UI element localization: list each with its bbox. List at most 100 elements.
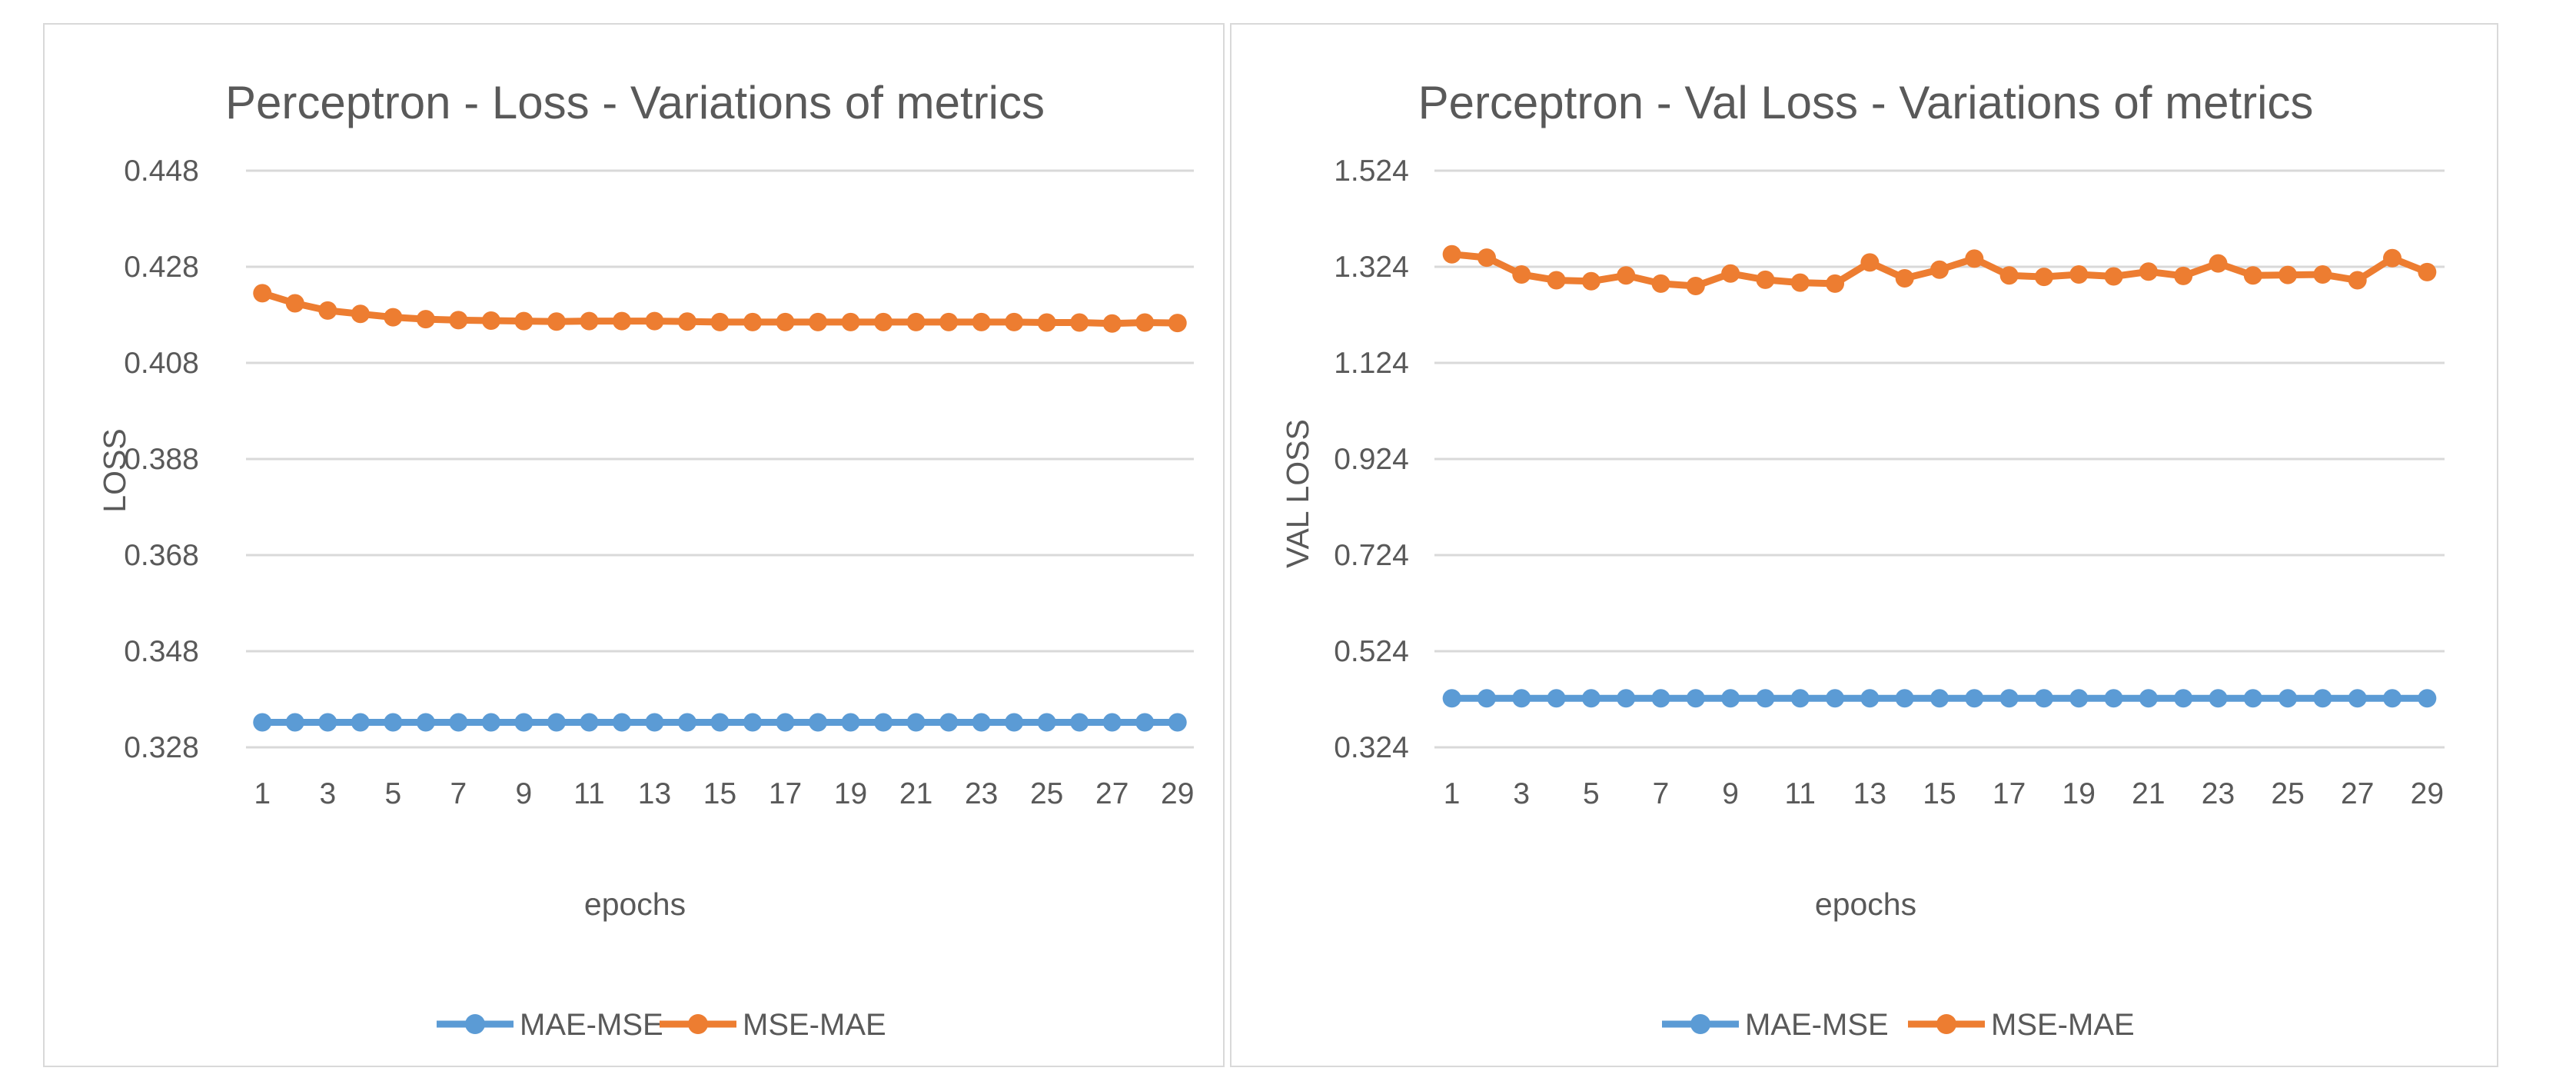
x-tick-label: 27 bbox=[1095, 777, 1128, 810]
x-tick-label: 19 bbox=[2062, 777, 2096, 810]
val-loss-chart: Perceptron - Val Loss - Variations of me… bbox=[1280, 77, 2445, 1042]
data-point-mae-mse bbox=[1168, 713, 1187, 732]
data-point-mae-mse bbox=[2104, 689, 2123, 708]
y-tick-label: 0.924 bbox=[1334, 443, 1409, 476]
data-point-mse-mae bbox=[841, 312, 860, 331]
y-tick-label: 0.448 bbox=[124, 155, 199, 188]
data-point-mse-mae bbox=[1790, 273, 1810, 292]
x-tick-label: 29 bbox=[1161, 777, 1194, 810]
data-point-mse-mae bbox=[514, 311, 533, 331]
y-tick-label: 0.724 bbox=[1334, 539, 1409, 572]
data-point-mae-mse bbox=[318, 713, 337, 732]
data-point-mae-mse bbox=[645, 713, 664, 732]
data-point-mae-mse bbox=[1442, 689, 1461, 708]
x-tick-label: 13 bbox=[1853, 777, 1886, 810]
data-point-mse-mae bbox=[743, 312, 763, 331]
data-point-mae-mse bbox=[809, 713, 828, 732]
data-point-mae-mse bbox=[1581, 689, 1600, 708]
x-tick-label: 21 bbox=[2132, 777, 2165, 810]
data-point-mae-mse bbox=[1999, 689, 2019, 708]
x-tick-label: 25 bbox=[2271, 777, 2304, 810]
data-point-mse-mae bbox=[1135, 313, 1155, 332]
data-point-mae-mse bbox=[1512, 689, 1531, 708]
y-axis-title: VAL LOSS bbox=[1280, 419, 1315, 568]
data-point-mae-mse bbox=[1930, 689, 1949, 708]
data-point-mse-mae bbox=[939, 312, 959, 331]
data-point-mae-mse bbox=[1721, 689, 1740, 708]
data-point-mae-mse bbox=[2313, 689, 2332, 708]
data-point-mse-mae bbox=[1005, 312, 1024, 331]
data-point-mse-mae bbox=[2034, 268, 2053, 287]
data-point-mse-mae bbox=[1512, 265, 1531, 284]
chart-panel-loss: Perceptron - Loss - Variations of metric… bbox=[43, 23, 1225, 1067]
x-tick-label: 19 bbox=[834, 777, 867, 810]
data-point-mae-mse bbox=[1005, 713, 1024, 732]
data-point-mse-mae bbox=[318, 301, 337, 320]
data-point-mse-mae bbox=[1895, 269, 1914, 288]
data-point-mae-mse bbox=[416, 713, 435, 732]
data-point-mse-mae bbox=[1477, 248, 1496, 268]
data-point-mse-mae bbox=[580, 311, 599, 331]
legend-label-mae-mse: MAE-MSE bbox=[1745, 1008, 1889, 1042]
data-point-mse-mae bbox=[351, 304, 370, 324]
x-tick-label: 9 bbox=[516, 777, 533, 810]
data-point-mse-mae bbox=[1930, 260, 1949, 279]
x-tick-label: 11 bbox=[573, 777, 605, 810]
data-point-mae-mse bbox=[1547, 689, 1566, 708]
x-tick-label: 5 bbox=[384, 777, 401, 810]
data-point-mse-mae bbox=[1168, 314, 1187, 333]
data-point-mae-mse bbox=[1135, 713, 1155, 732]
data-point-mse-mae bbox=[2139, 262, 2158, 281]
data-point-mse-mae bbox=[2279, 265, 2298, 284]
legend-label-mse-mae: MSE-MAE bbox=[743, 1008, 886, 1042]
data-point-mae-mse bbox=[677, 713, 696, 732]
legend-marker-mae-mse bbox=[465, 1014, 485, 1034]
data-point-mae-mse bbox=[2243, 689, 2262, 708]
data-point-mae-mse bbox=[2034, 689, 2053, 708]
legend-marker-mae-mse bbox=[1690, 1014, 1710, 1034]
x-tick-label: 7 bbox=[1653, 777, 1670, 810]
y-tick-label: 0.348 bbox=[124, 635, 199, 668]
x-tick-label: 5 bbox=[1583, 777, 1600, 810]
data-point-mae-mse bbox=[710, 713, 730, 732]
x-axis-title: epochs bbox=[1815, 886, 1916, 922]
data-point-mse-mae bbox=[1826, 274, 1845, 293]
data-point-mse-mae bbox=[547, 312, 566, 331]
x-tick-label: 17 bbox=[769, 777, 802, 810]
data-point-mae-mse bbox=[1895, 689, 1914, 708]
y-tick-label: 0.428 bbox=[124, 251, 199, 284]
data-point-mse-mae bbox=[1756, 270, 1775, 289]
data-point-mae-mse bbox=[1617, 689, 1636, 708]
data-point-mae-mse bbox=[776, 713, 795, 732]
data-point-mse-mae bbox=[2069, 265, 2089, 284]
legend-label-mae-mse: MAE-MSE bbox=[520, 1008, 663, 1042]
data-point-mse-mae bbox=[285, 294, 304, 313]
legend-label-mse-mae: MSE-MAE bbox=[1991, 1008, 2135, 1042]
x-axis-title: epochs bbox=[584, 886, 686, 922]
y-tick-label: 1.324 bbox=[1334, 251, 1409, 284]
data-point-mae-mse bbox=[2209, 689, 2228, 708]
data-point-mse-mae bbox=[1965, 249, 1984, 268]
y-tick-label: 0.388 bbox=[124, 443, 199, 476]
data-point-mse-mae bbox=[677, 312, 696, 331]
x-tick-label: 1 bbox=[254, 777, 271, 810]
data-point-mae-mse bbox=[2348, 689, 2367, 708]
y-tick-label: 0.368 bbox=[124, 539, 199, 572]
data-point-mse-mae bbox=[1442, 244, 1461, 264]
data-point-mae-mse bbox=[1756, 689, 1775, 708]
x-tick-label: 3 bbox=[1513, 777, 1530, 810]
data-point-mse-mae bbox=[1721, 264, 1740, 283]
x-tick-label: 3 bbox=[319, 777, 336, 810]
data-point-mae-mse bbox=[514, 713, 533, 732]
data-point-mae-mse bbox=[253, 713, 272, 732]
data-point-mse-mae bbox=[874, 312, 893, 331]
data-point-mse-mae bbox=[2104, 267, 2123, 286]
data-point-mse-mae bbox=[1686, 277, 1705, 295]
data-point-mae-mse bbox=[743, 713, 763, 732]
y-tick-label: 0.328 bbox=[124, 731, 199, 764]
x-tick-label: 23 bbox=[965, 777, 998, 810]
data-point-mse-mae bbox=[2209, 254, 2228, 273]
data-point-mae-mse bbox=[1965, 689, 1984, 708]
data-point-mse-mae bbox=[645, 311, 664, 331]
data-point-mae-mse bbox=[1826, 689, 1845, 708]
